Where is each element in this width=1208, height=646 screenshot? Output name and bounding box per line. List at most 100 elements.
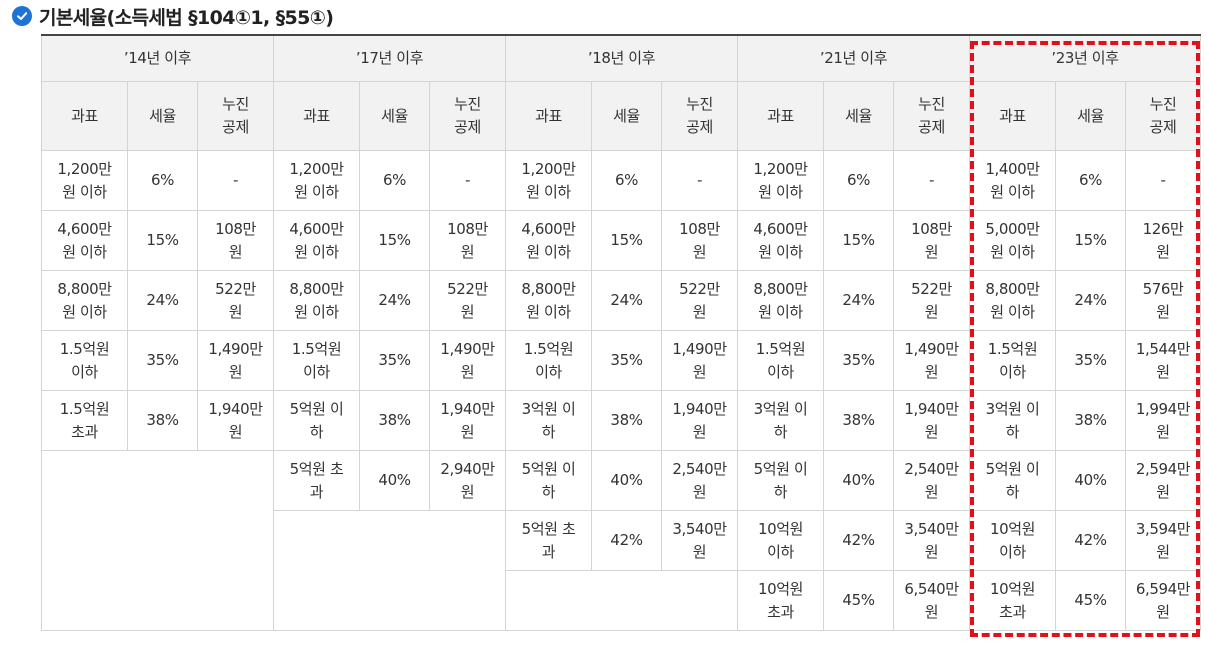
table-cell: 35% xyxy=(359,330,430,391)
column-header: 세율 xyxy=(127,81,198,151)
table-cell: 42% xyxy=(823,510,894,571)
table-cell: - xyxy=(429,150,506,211)
section-title-text: 기본세율(소득세법 §104①1, §55①) xyxy=(39,6,334,29)
table-cell: 1,490만 원 xyxy=(661,330,738,391)
section-title: 기본세율(소득세법 §104①1, §55①) xyxy=(12,2,334,30)
table-cell: 38% xyxy=(823,390,894,451)
table-cell: 6,540만 원 xyxy=(893,570,970,631)
table-cell: 1,400만 원 이하 xyxy=(969,150,1056,211)
table-row: 5억원 초 과 40% 2,940만 원 5억원 이 하 40% 2,540만 원 5억원 … xyxy=(41,450,1201,631)
table-cell: 1.5억원 이하 xyxy=(969,330,1056,391)
table-cell: 1,994만 원 xyxy=(1125,390,1201,451)
column-header: 누진 공제 xyxy=(661,81,738,151)
table-cell: 24% xyxy=(823,270,894,331)
table-cell: 35% xyxy=(591,330,662,391)
table-cell: 522만 원 xyxy=(429,270,506,331)
table-row: 5억원 초 과 42% 3,540만 원 10억원 이하 42% 3,540만 원 10억원… xyxy=(42,510,1201,631)
table-cell: 5억원 이 하 xyxy=(273,390,360,451)
table-cell: 1,940만 원 xyxy=(893,390,970,451)
table-cell: 1,200만 원 이하 xyxy=(505,150,592,211)
table-cell: 8,800만 원 이하 xyxy=(969,270,1056,331)
table-cell: 5억원 이 하 xyxy=(969,450,1056,511)
table-cell: 126만 원 xyxy=(1125,210,1201,271)
column-header: 누진 공제 xyxy=(1125,81,1201,151)
table-cell: 1.5억원 이하 xyxy=(737,330,824,391)
table-cell: 4,600만 원 이하 xyxy=(273,210,360,271)
table-cell: 10억원 초과 xyxy=(969,570,1056,631)
table-cell: 40% xyxy=(359,450,430,511)
table-cell: 522만 원 xyxy=(661,270,738,331)
table-cell: 1.5억원 초과 xyxy=(41,390,128,451)
table-cell: 6% xyxy=(127,150,198,211)
table-cell: 40% xyxy=(1055,450,1126,511)
table-cell: 1.5억원 이하 xyxy=(505,330,592,391)
table-row: 4,600만 원 이하 15% 108만 원 4,600만 원 이하 15% 108만 원… xyxy=(41,210,1201,271)
table-cell: 108만 원 xyxy=(429,210,506,271)
period-header: ’18년 이후 xyxy=(505,34,738,82)
table-cell: 1,940만 원 xyxy=(429,390,506,451)
column-header: 세율 xyxy=(359,81,430,151)
period-header-row: ’14년 이후 ’17년 이후 ’18년 이후 ’21년 이후 ’23년 이후 xyxy=(41,34,1201,82)
column-header: 과표 xyxy=(969,81,1056,151)
period-header: ’21년 이후 xyxy=(737,34,970,82)
table-cell: 8,800만 원 이하 xyxy=(41,270,128,331)
table-cell: 1,490만 원 xyxy=(197,330,274,391)
table-cell: 1,940만 원 xyxy=(197,390,274,451)
table-cell: 1,200만 원 이하 xyxy=(41,150,128,211)
table-cell: 38% xyxy=(359,390,430,451)
table-cell: 6,594만 원 xyxy=(1125,570,1201,631)
table-cell: 1,940만 원 xyxy=(661,390,738,451)
table-cell: 2,940만 원 xyxy=(429,450,506,511)
table-cell: 15% xyxy=(127,210,198,271)
table-cell: 38% xyxy=(127,390,198,451)
table-cell: 38% xyxy=(1055,390,1126,451)
table-cell: 1.5억원 이하 xyxy=(41,330,128,391)
table-cell: 4,600만 원 이하 xyxy=(737,210,824,271)
table-cell: 108만 원 xyxy=(661,210,738,271)
table-cell: 1,490만 원 xyxy=(893,330,970,391)
empty-cell xyxy=(41,450,274,631)
table-cell: 42% xyxy=(1055,510,1126,571)
table-cell: 2,540만 원 xyxy=(893,450,970,511)
period-header: ’14년 이후 xyxy=(41,34,274,82)
table-cell: 15% xyxy=(359,210,430,271)
table-row: 10억원 초과 45% 6,540만 원 10억원 초과 45% 6,594만 원 xyxy=(42,570,1201,631)
column-header-row: 과표 세율 누진 공제 과표 세율 누진 공제 과표 세율 누진 공제 과표 세율 누진 공제 과표 세율… xyxy=(41,81,1201,151)
column-header: 과표 xyxy=(41,81,128,151)
table-cell: 8,800만 원 이하 xyxy=(737,270,824,331)
table-cell: 3,594만 원 xyxy=(1125,510,1201,571)
check-circle-icon xyxy=(12,6,32,26)
table-cell: 108만 원 xyxy=(893,210,970,271)
column-header: 누진 공제 xyxy=(197,81,274,151)
table-cell: 10억원 초과 xyxy=(737,570,824,631)
table-cell: 522만 원 xyxy=(893,270,970,331)
column-header: 세율 xyxy=(823,81,894,151)
table-row: 1,200만 원 이하 6% -1,200만 원 이하 6% -1,200만 원 이하 6… xyxy=(41,150,1201,211)
table-cell: 1,544만 원 xyxy=(1125,330,1201,391)
table-cell: - xyxy=(661,150,738,211)
tax-rate-table: ’14년 이후 ’17년 이후 ’18년 이후 ’21년 이후 ’23년 이후 과표 세율 누… xyxy=(41,34,1201,631)
column-header: 과표 xyxy=(273,81,360,151)
table-cell: 35% xyxy=(1055,330,1126,391)
table-cell: 522만 원 xyxy=(197,270,274,331)
table-row: 1.5억원 이하 35% 1,490만 원 1.5억원 이하 35% 1,490만 원 1.… xyxy=(41,330,1201,391)
table-cell: 6% xyxy=(1055,150,1126,211)
table-cell: 1,200만 원 이하 xyxy=(737,150,824,211)
table-cell: 1,490만 원 xyxy=(429,330,506,391)
table-cell: 576만 원 xyxy=(1125,270,1201,331)
period-header: ’17년 이후 xyxy=(273,34,506,82)
empty-cell xyxy=(273,510,506,631)
table-cell: 24% xyxy=(359,270,430,331)
table-cell: 5,000만 원 이하 xyxy=(969,210,1056,271)
table-row: 8,800만 원 이하 24% 522만 원 8,800만 원 이하 24% 522만 원… xyxy=(41,270,1201,331)
table-cell: 24% xyxy=(591,270,662,331)
table-cell: 1.5억원 이하 xyxy=(273,330,360,391)
column-header: 누진 공제 xyxy=(893,81,970,151)
table-cell: 10억원 이하 xyxy=(969,510,1056,571)
table-cell: 3,540만 원 xyxy=(893,510,970,571)
table-cell: 40% xyxy=(591,450,662,511)
table-row: 1.5억원 초과 38% 1,940만 원 5억원 이 하 38% 1,940만 원 3억원… xyxy=(41,390,1201,451)
table-cell: 8,800만 원 이하 xyxy=(273,270,360,331)
table-cell: 108만 원 xyxy=(197,210,274,271)
table-cell: - xyxy=(893,150,970,211)
